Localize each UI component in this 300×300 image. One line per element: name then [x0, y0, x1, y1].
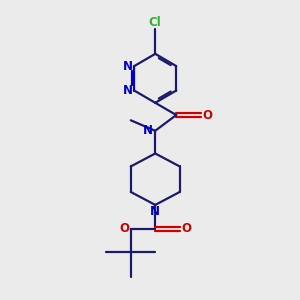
Text: N: N: [123, 84, 133, 97]
Text: N: N: [142, 124, 153, 136]
Text: N: N: [150, 205, 160, 218]
Text: O: O: [119, 222, 130, 235]
Text: O: O: [181, 222, 191, 235]
Text: Cl: Cl: [149, 16, 162, 29]
Text: O: O: [202, 109, 212, 122]
Text: N: N: [123, 60, 133, 73]
